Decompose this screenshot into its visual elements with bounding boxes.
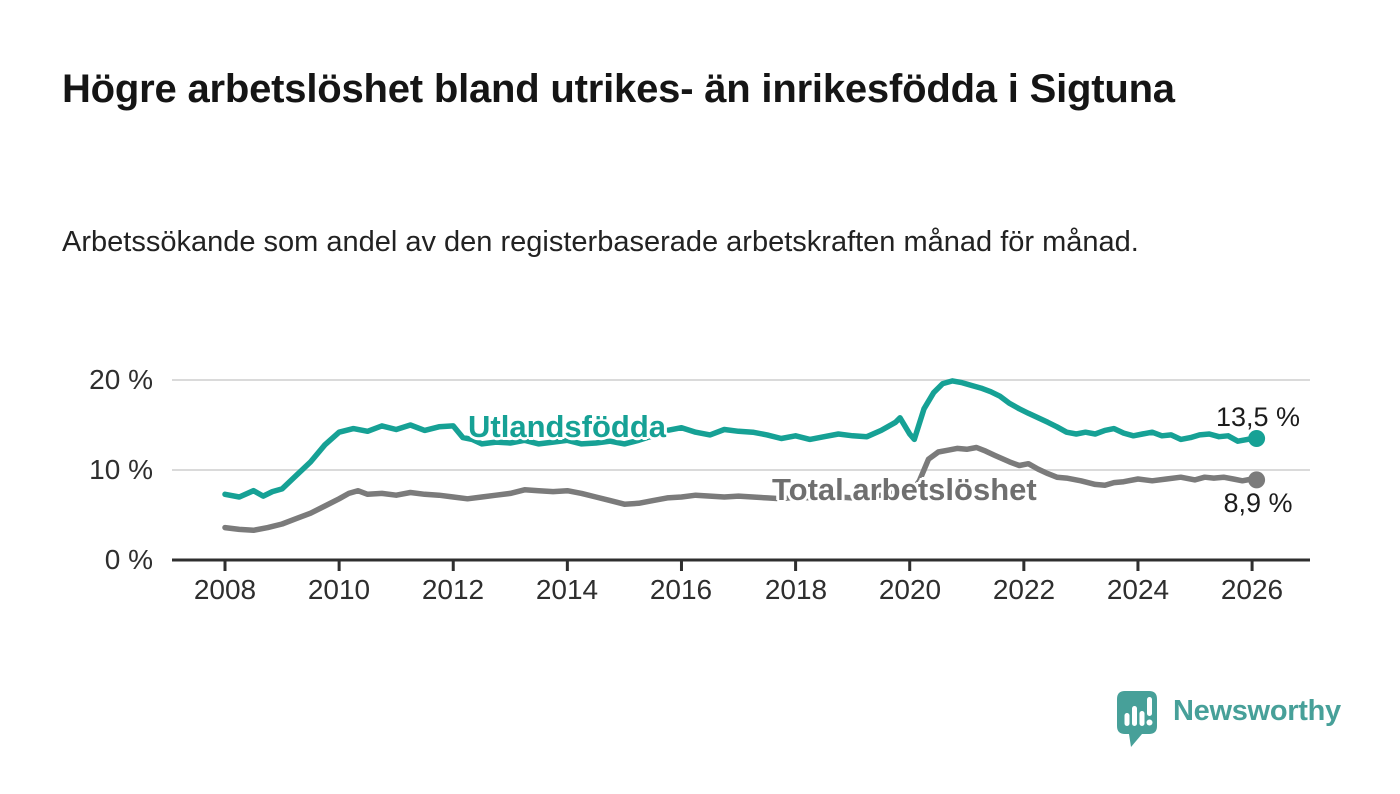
series-label-total: Total arbetslöshet (772, 472, 1037, 507)
y-tick-label: 0 % (104, 544, 153, 575)
series-end-dot-total (1248, 471, 1266, 489)
logo-bar-small (1124, 713, 1130, 726)
y-tick-label: 20 % (89, 364, 153, 395)
plot-area (172, 378, 1310, 571)
x-tick-label: 2018 (764, 574, 828, 605)
x-tick-label: 2008 (193, 574, 257, 605)
x-tick-label: 2020 (878, 574, 942, 605)
newsworthy-wordmark: Newsworthy (1173, 695, 1341, 727)
chart-subtitle: Arbetssökande som andel av den registerb… (62, 226, 1139, 258)
x-tick-label: 2014 (535, 574, 599, 605)
x-tick-label: 2010 (307, 574, 371, 605)
logo-bar-tall (1132, 706, 1137, 726)
x-tick-label: 2022 (992, 574, 1056, 605)
x-tick-label: 2012 (421, 574, 485, 605)
chart-title: Högre arbetslöshet bland utrikes- än inr… (62, 67, 1175, 111)
logo-bar-medium (1139, 711, 1145, 726)
series-line-utlandsfodda (222, 378, 1260, 500)
y-tick-label: 10 % (89, 454, 153, 485)
value-label-total: 8,9 % (1223, 488, 1293, 518)
x-tick-label: 2026 (1220, 574, 1284, 605)
newsworthy-logo: Newsworthy (1116, 690, 1341, 748)
value-label-utlandsfodda: 13,5 % (1215, 402, 1301, 432)
newsworthy-logo-icon (1117, 691, 1157, 747)
series-label-utlandsfodda: Utlandsfödda (468, 409, 667, 444)
series-line-total (222, 444, 1260, 534)
logo-exclamation-bar (1147, 697, 1152, 716)
logo-exclamation-dot (1146, 719, 1153, 726)
series-end-dot-utlandsfodda (1248, 430, 1266, 447)
x-tick-label: 2024 (1106, 574, 1170, 605)
x-tick-label: 2016 (649, 574, 713, 605)
